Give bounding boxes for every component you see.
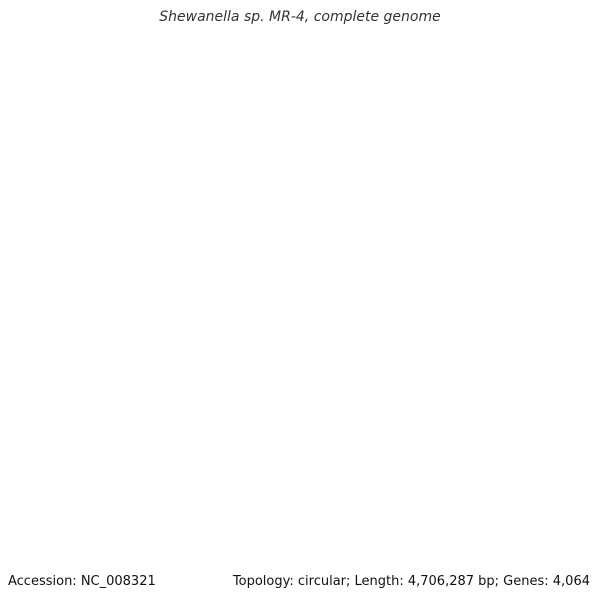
accession-text: Accession: NC_008321 <box>8 574 156 589</box>
title-backdrop <box>160 8 440 28</box>
genome-title: Shewanella sp. MR-4, complete genome <box>159 9 441 25</box>
summary-text: Topology: circular; Length: 4,706,287 bp… <box>232 574 590 589</box>
